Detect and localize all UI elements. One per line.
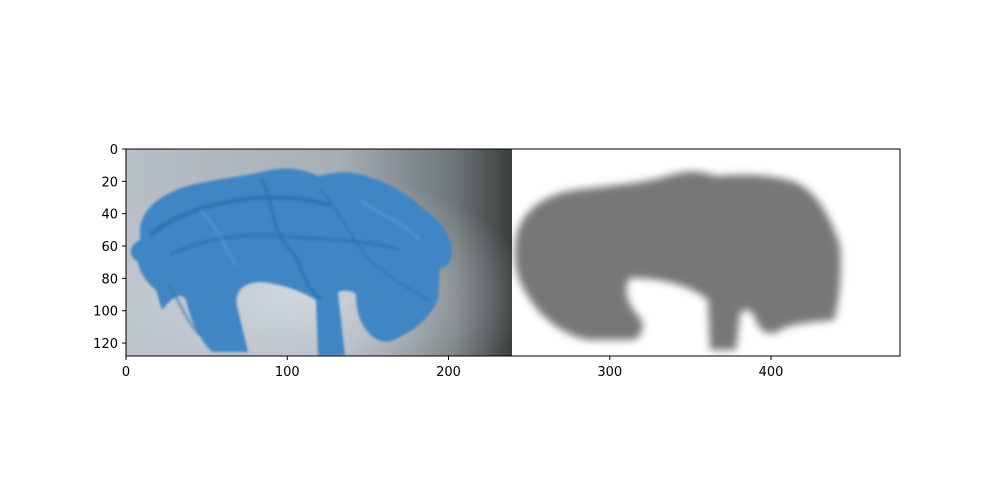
x-tick-label: 300	[597, 365, 622, 380]
plot-frame	[125, 148, 901, 357]
y-tick-label: 20	[101, 175, 118, 190]
y-tick-label: 60	[101, 240, 118, 255]
x-tick-label: 200	[436, 365, 461, 380]
depth-object	[514, 171, 841, 350]
x-tick-label: 400	[759, 365, 784, 380]
blue-object	[130, 168, 453, 356]
y-tick-label: 0	[110, 143, 118, 158]
y-tick-label: 100	[93, 305, 118, 320]
x-tick-label: 100	[275, 365, 300, 380]
x-axis-ticks: 0 100 200 300 400	[122, 356, 784, 380]
blue-object-photo	[126, 149, 512, 356]
x-tick-label: 0	[122, 365, 130, 380]
y-tick-label: 40	[101, 208, 118, 223]
y-axis-ticks: 0 20 40 60 80 100 120	[93, 143, 126, 352]
y-tick-label: 80	[101, 272, 118, 287]
y-tick-label: 120	[93, 337, 118, 352]
grayscale-depth-map	[512, 149, 900, 356]
